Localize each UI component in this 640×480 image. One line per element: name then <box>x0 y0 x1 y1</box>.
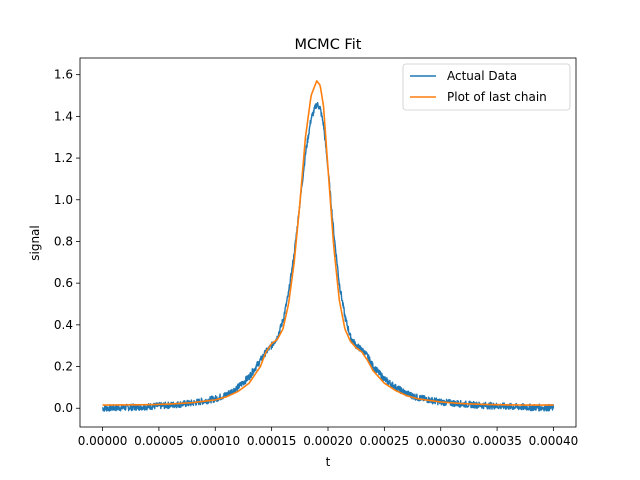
y-tick-label: 0.6 <box>54 276 73 290</box>
chart-title: MCMC Fit <box>295 37 362 53</box>
x-tick-label: 0.00035 <box>472 434 522 448</box>
x-tick-label: 0.00040 <box>529 434 579 448</box>
x-axis-label: t <box>326 455 331 469</box>
legend-box <box>402 63 571 111</box>
y-tick-label: 0.0 <box>54 401 73 415</box>
series-line-2 <box>102 80 554 406</box>
y-tick-label: 0.4 <box>54 318 73 332</box>
y-tick-label: 1.6 <box>54 68 73 82</box>
y-tick-label: 1.2 <box>54 151 73 165</box>
x-tick-label: 0.00010 <box>190 434 240 448</box>
legend: Actual Data Plot of last chain <box>402 63 571 111</box>
x-tick-label: 0.00000 <box>78 434 128 448</box>
x-tick-label: 0.00030 <box>416 434 466 448</box>
x-tick-label: 0.00025 <box>360 434 410 448</box>
plot-area <box>101 80 555 412</box>
legend-label-2: Plot of last chain <box>447 90 547 104</box>
y-axis: 0.0 0.2 0.4 0.6 0.8 1.0 1.2 1.4 1.6 <box>54 68 80 415</box>
y-tick-label: 0.8 <box>54 234 73 248</box>
y-tick-label: 0.2 <box>54 360 73 374</box>
y-tick-label: 1.4 <box>54 109 73 123</box>
legend-label-1: Actual Data <box>447 69 517 83</box>
x-tick-label: 0.00005 <box>134 434 184 448</box>
y-axis-label: signal <box>28 225 42 261</box>
x-tick-label: 0.00020 <box>303 434 353 448</box>
x-tick-label: 0.00015 <box>247 434 297 448</box>
y-tick-label: 1.0 <box>54 193 73 207</box>
x-axis: 0.00000 0.00005 0.00010 0.00015 0.00020 0.000… <box>78 427 579 448</box>
